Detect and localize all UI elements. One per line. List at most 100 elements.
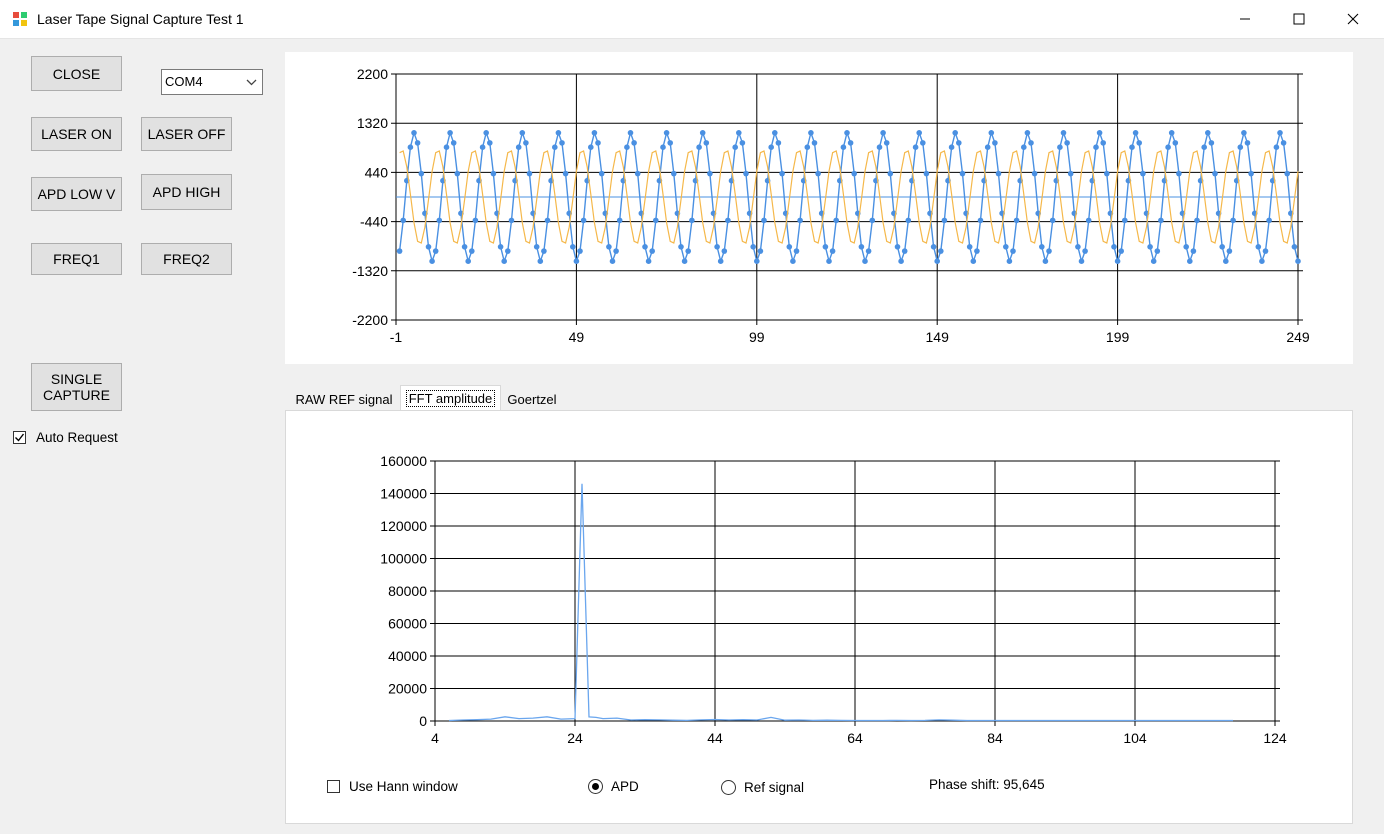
- apd-data-point: [1205, 130, 1211, 136]
- apd-data-point: [414, 140, 421, 146]
- apd-data-point: [1100, 140, 1106, 146]
- apd-data-point: [443, 144, 450, 150]
- apd-data-point: [847, 140, 854, 146]
- apd-data-point: [977, 217, 984, 224]
- radio-selected-dot: [592, 783, 599, 790]
- apd-data-point: [1255, 244, 1262, 250]
- apd-data-point: [696, 144, 702, 150]
- phase-shift-readout: Phase shift: 95,645: [929, 777, 1045, 792]
- apd-data-point: [930, 244, 937, 250]
- y-tick-label: 2200: [357, 66, 388, 82]
- apd-data-point: [671, 170, 677, 177]
- apd-data-point: [1003, 244, 1009, 250]
- apd-low-button[interactable]: APD LOW V: [31, 177, 122, 211]
- apd-data-point: [501, 258, 507, 264]
- apd-data-point: [833, 217, 839, 224]
- apd-data-point: [1057, 144, 1063, 150]
- apd-data-point: [1223, 258, 1229, 264]
- ref-signal-radio[interactable]: [721, 780, 736, 795]
- tab-fft-amplitude[interactable]: FFT amplitude: [400, 385, 501, 411]
- y-tick-label: 440: [365, 164, 389, 180]
- close-button[interactable]: CLOSE: [31, 56, 122, 91]
- maximize-button[interactable]: [1276, 0, 1322, 38]
- apd-data-point: [1154, 248, 1161, 254]
- apd-data-point: [1194, 217, 1200, 224]
- apd-data-point: [591, 130, 598, 136]
- close-window-button[interactable]: [1330, 0, 1376, 38]
- apd-data-point: [768, 144, 774, 150]
- tab-goertzel[interactable]: Goertzel: [502, 388, 562, 410]
- apd-data-point: [609, 258, 616, 264]
- apd-data-point: [1208, 140, 1215, 146]
- raw-signal-chart: -2200 -1320 -440 440 1320 2200 -1 49 99 149 199 249: [352, 66, 1310, 345]
- apd-data-point: [743, 170, 749, 177]
- apd-data-point: [707, 170, 713, 177]
- auto-request-checkbox[interactable]: [13, 431, 26, 444]
- apd-data-point: [757, 248, 764, 254]
- apd-data-point: [1259, 258, 1265, 264]
- apd-data-point: [1241, 130, 1247, 136]
- apd-data-point: [505, 248, 511, 254]
- apd-data-point: [469, 248, 475, 254]
- apd-data-point: [988, 130, 995, 136]
- apd-data-point: [956, 140, 962, 146]
- use-hann-checkbox[interactable]: [327, 780, 340, 793]
- apd-data-point: [920, 140, 926, 146]
- apd-high-button[interactable]: APD HIGH: [141, 174, 232, 210]
- close-icon: [1347, 13, 1359, 25]
- apd-data-point: [1262, 248, 1269, 254]
- freq2-button[interactable]: FREQ2: [141, 243, 232, 275]
- apd-data-point: [1075, 244, 1081, 250]
- x-tick-label: 149: [926, 329, 950, 345]
- apd-data-point: [681, 258, 688, 264]
- freq1-button[interactable]: FREQ1: [31, 243, 122, 275]
- apd-data-point: [754, 258, 760, 264]
- y-tick-label: 160000: [380, 453, 427, 469]
- apd-data-point: [1104, 170, 1110, 177]
- apd-data-point: [689, 217, 695, 224]
- apd-radio[interactable]: [588, 779, 603, 794]
- apd-data-point: [862, 258, 868, 264]
- apd-data-point: [1129, 144, 1135, 150]
- apd-data-point: [1176, 170, 1182, 177]
- single-capture-button[interactable]: SINGLE CAPTURE: [31, 363, 122, 411]
- apd-data-point: [472, 217, 479, 224]
- x-tick-label: 99: [749, 329, 765, 345]
- apd-data-point: [1244, 140, 1251, 146]
- apd-data-point: [411, 130, 417, 136]
- x-tick-label: -1: [390, 329, 403, 345]
- laser-off-button[interactable]: LASER OFF: [141, 117, 232, 151]
- window-title: Laser Tape Signal Capture Test 1: [37, 11, 244, 27]
- fft-amplitude-chart: 0 20000 40000 60000 80000 100000 120000 140000 1…: [380, 453, 1287, 746]
- apd-data-point: [1201, 144, 1207, 150]
- apd-data-point: [869, 217, 876, 224]
- apd-data-point: [984, 144, 991, 150]
- apd-data-point: [595, 140, 601, 146]
- apd-data-point: [537, 258, 544, 264]
- apd-data-point: [447, 130, 453, 136]
- apd-data-point: [1219, 244, 1225, 250]
- tab-raw-ref-signal[interactable]: RAW REF signal: [288, 388, 400, 410]
- apd-data-point: [613, 248, 619, 254]
- com-port-select[interactable]: COM4: [161, 69, 263, 95]
- apd-data-point: [1078, 258, 1085, 264]
- apd-data-point: [660, 144, 666, 150]
- laser-on-button[interactable]: LASER ON: [31, 117, 122, 151]
- y-tick-label: 60000: [388, 616, 427, 632]
- apd-data-point: [685, 248, 691, 254]
- apd-data-point: [1013, 217, 1020, 224]
- apd-data-point: [1168, 130, 1175, 136]
- apd-data-point: [1082, 248, 1088, 254]
- apd-data-point: [523, 140, 529, 146]
- apd-data-point: [876, 144, 883, 150]
- apd-data-point: [555, 130, 562, 136]
- y-tick-label: 140000: [380, 486, 427, 502]
- apd-data-point: [703, 140, 710, 146]
- apd-data-point: [959, 170, 966, 177]
- minimize-button[interactable]: [1222, 0, 1268, 38]
- apd-data-point: [667, 140, 673, 146]
- apd-data-point: [941, 217, 948, 224]
- apd-data-point: [1150, 258, 1157, 264]
- y-tick-label: -440: [360, 214, 388, 230]
- apd-data-point: [1039, 244, 1045, 250]
